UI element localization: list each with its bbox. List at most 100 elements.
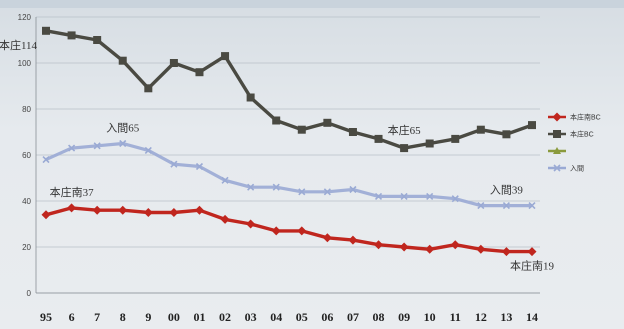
data-point	[246, 219, 256, 229]
data-point	[195, 162, 204, 171]
x-axis: 95 6 7 8 9 00 01 02 03 04 05 06 07 08 09 10 11 12 13 14	[36, 292, 540, 324]
x-tick-label: 02	[219, 310, 231, 324]
series-line	[45, 206, 532, 254]
data-point	[553, 130, 561, 138]
series-line	[45, 29, 533, 150]
data-point	[323, 188, 331, 196]
data-point	[374, 240, 384, 250]
data-point	[144, 84, 153, 93]
data-point	[553, 164, 561, 172]
data-point	[450, 240, 460, 250]
series-0	[41, 203, 537, 257]
annotation-label: 本庄南37	[50, 185, 94, 199]
x-tick-label: 10	[424, 310, 436, 324]
x-tick-label: 8	[120, 310, 126, 324]
x-tick-label: 12	[475, 310, 487, 324]
data-point	[298, 188, 306, 196]
y-tick-label: 20	[22, 243, 31, 252]
data-point	[169, 59, 178, 67]
data-point	[118, 56, 127, 65]
data-point	[169, 208, 179, 217]
data-point	[348, 128, 357, 136]
data-point	[451, 195, 459, 203]
data-point	[119, 139, 127, 148]
y-tick-label: 60	[22, 151, 31, 160]
annotation-label: 本庄南19	[510, 259, 554, 273]
data-point	[374, 192, 383, 200]
data-point	[477, 202, 485, 210]
data-point	[323, 118, 332, 127]
data-point	[194, 205, 204, 215]
data-point	[322, 233, 332, 243]
x-tick-label: 05	[296, 310, 308, 324]
data-point	[297, 125, 306, 134]
x-tick-label: 11	[450, 310, 461, 324]
x-tick-label: 08	[373, 310, 385, 324]
data-point	[552, 112, 562, 122]
legend-item-1: 本庄BC	[548, 130, 594, 139]
data-point	[42, 156, 50, 164]
data-point	[42, 26, 50, 35]
data-point	[67, 31, 76, 40]
data-point	[502, 202, 510, 210]
data-point	[118, 205, 128, 215]
series-1	[42, 26, 536, 153]
data-point	[67, 203, 77, 213]
x-tick-label: 9	[145, 310, 151, 324]
data-point	[400, 192, 408, 200]
data-point	[221, 176, 229, 184]
legend: 本庄南BC 本庄BC 入間	[548, 112, 601, 173]
legend-item-2	[548, 147, 566, 154]
x-tick-label: 6	[69, 310, 75, 324]
annotation-label: 入間39	[490, 184, 523, 197]
data-point	[272, 116, 281, 125]
x-tick-label: 13	[500, 310, 512, 324]
data-point	[451, 134, 460, 143]
data-point	[247, 183, 255, 191]
data-point	[143, 208, 153, 217]
x-tick-label: 09	[398, 310, 410, 324]
legend-item-0: 本庄南BC	[548, 112, 601, 122]
data-point	[349, 185, 357, 194]
slide-title-strip	[0, 0, 624, 8]
y-tick-label: 80	[22, 105, 31, 114]
data-point	[93, 36, 102, 44]
data-point	[271, 226, 281, 236]
data-point	[144, 146, 152, 154]
data-point	[348, 235, 358, 245]
series-3	[42, 139, 536, 210]
data-point	[170, 160, 178, 168]
annotation-label: 入間65	[106, 122, 139, 135]
data-point	[528, 121, 536, 130]
data-point	[527, 247, 537, 257]
x-tick-label: 95	[40, 310, 52, 324]
data-point	[528, 202, 536, 210]
data-point	[220, 214, 230, 224]
data-point	[195, 68, 204, 77]
y-axis: 0 20 40 60 80 100 120	[18, 13, 37, 298]
annotation-label: 本庄65	[388, 123, 421, 137]
data-point	[399, 242, 409, 252]
y-tick-label: 100	[18, 59, 32, 68]
x-tick-label: 04	[270, 310, 282, 324]
data-point	[221, 52, 230, 61]
y-tick-label: 120	[18, 13, 32, 22]
legend-label: 本庄南BC	[570, 113, 601, 122]
data-point	[93, 142, 101, 150]
x-tick-label: 14	[526, 310, 538, 324]
legend-label: 入間	[570, 165, 584, 173]
data-point	[425, 244, 435, 254]
data-point	[501, 247, 511, 257]
data-point	[426, 192, 434, 200]
data-point	[476, 244, 486, 254]
x-tick-label: 07	[347, 310, 359, 324]
grid-layer	[36, 16, 540, 294]
legend-item-3: 入間	[548, 164, 584, 173]
x-tick-label: 01	[193, 310, 205, 324]
annotation-label: 本庄114	[0, 38, 38, 52]
series-layer	[41, 26, 537, 257]
data-point	[374, 134, 383, 143]
data-point	[425, 139, 434, 148]
